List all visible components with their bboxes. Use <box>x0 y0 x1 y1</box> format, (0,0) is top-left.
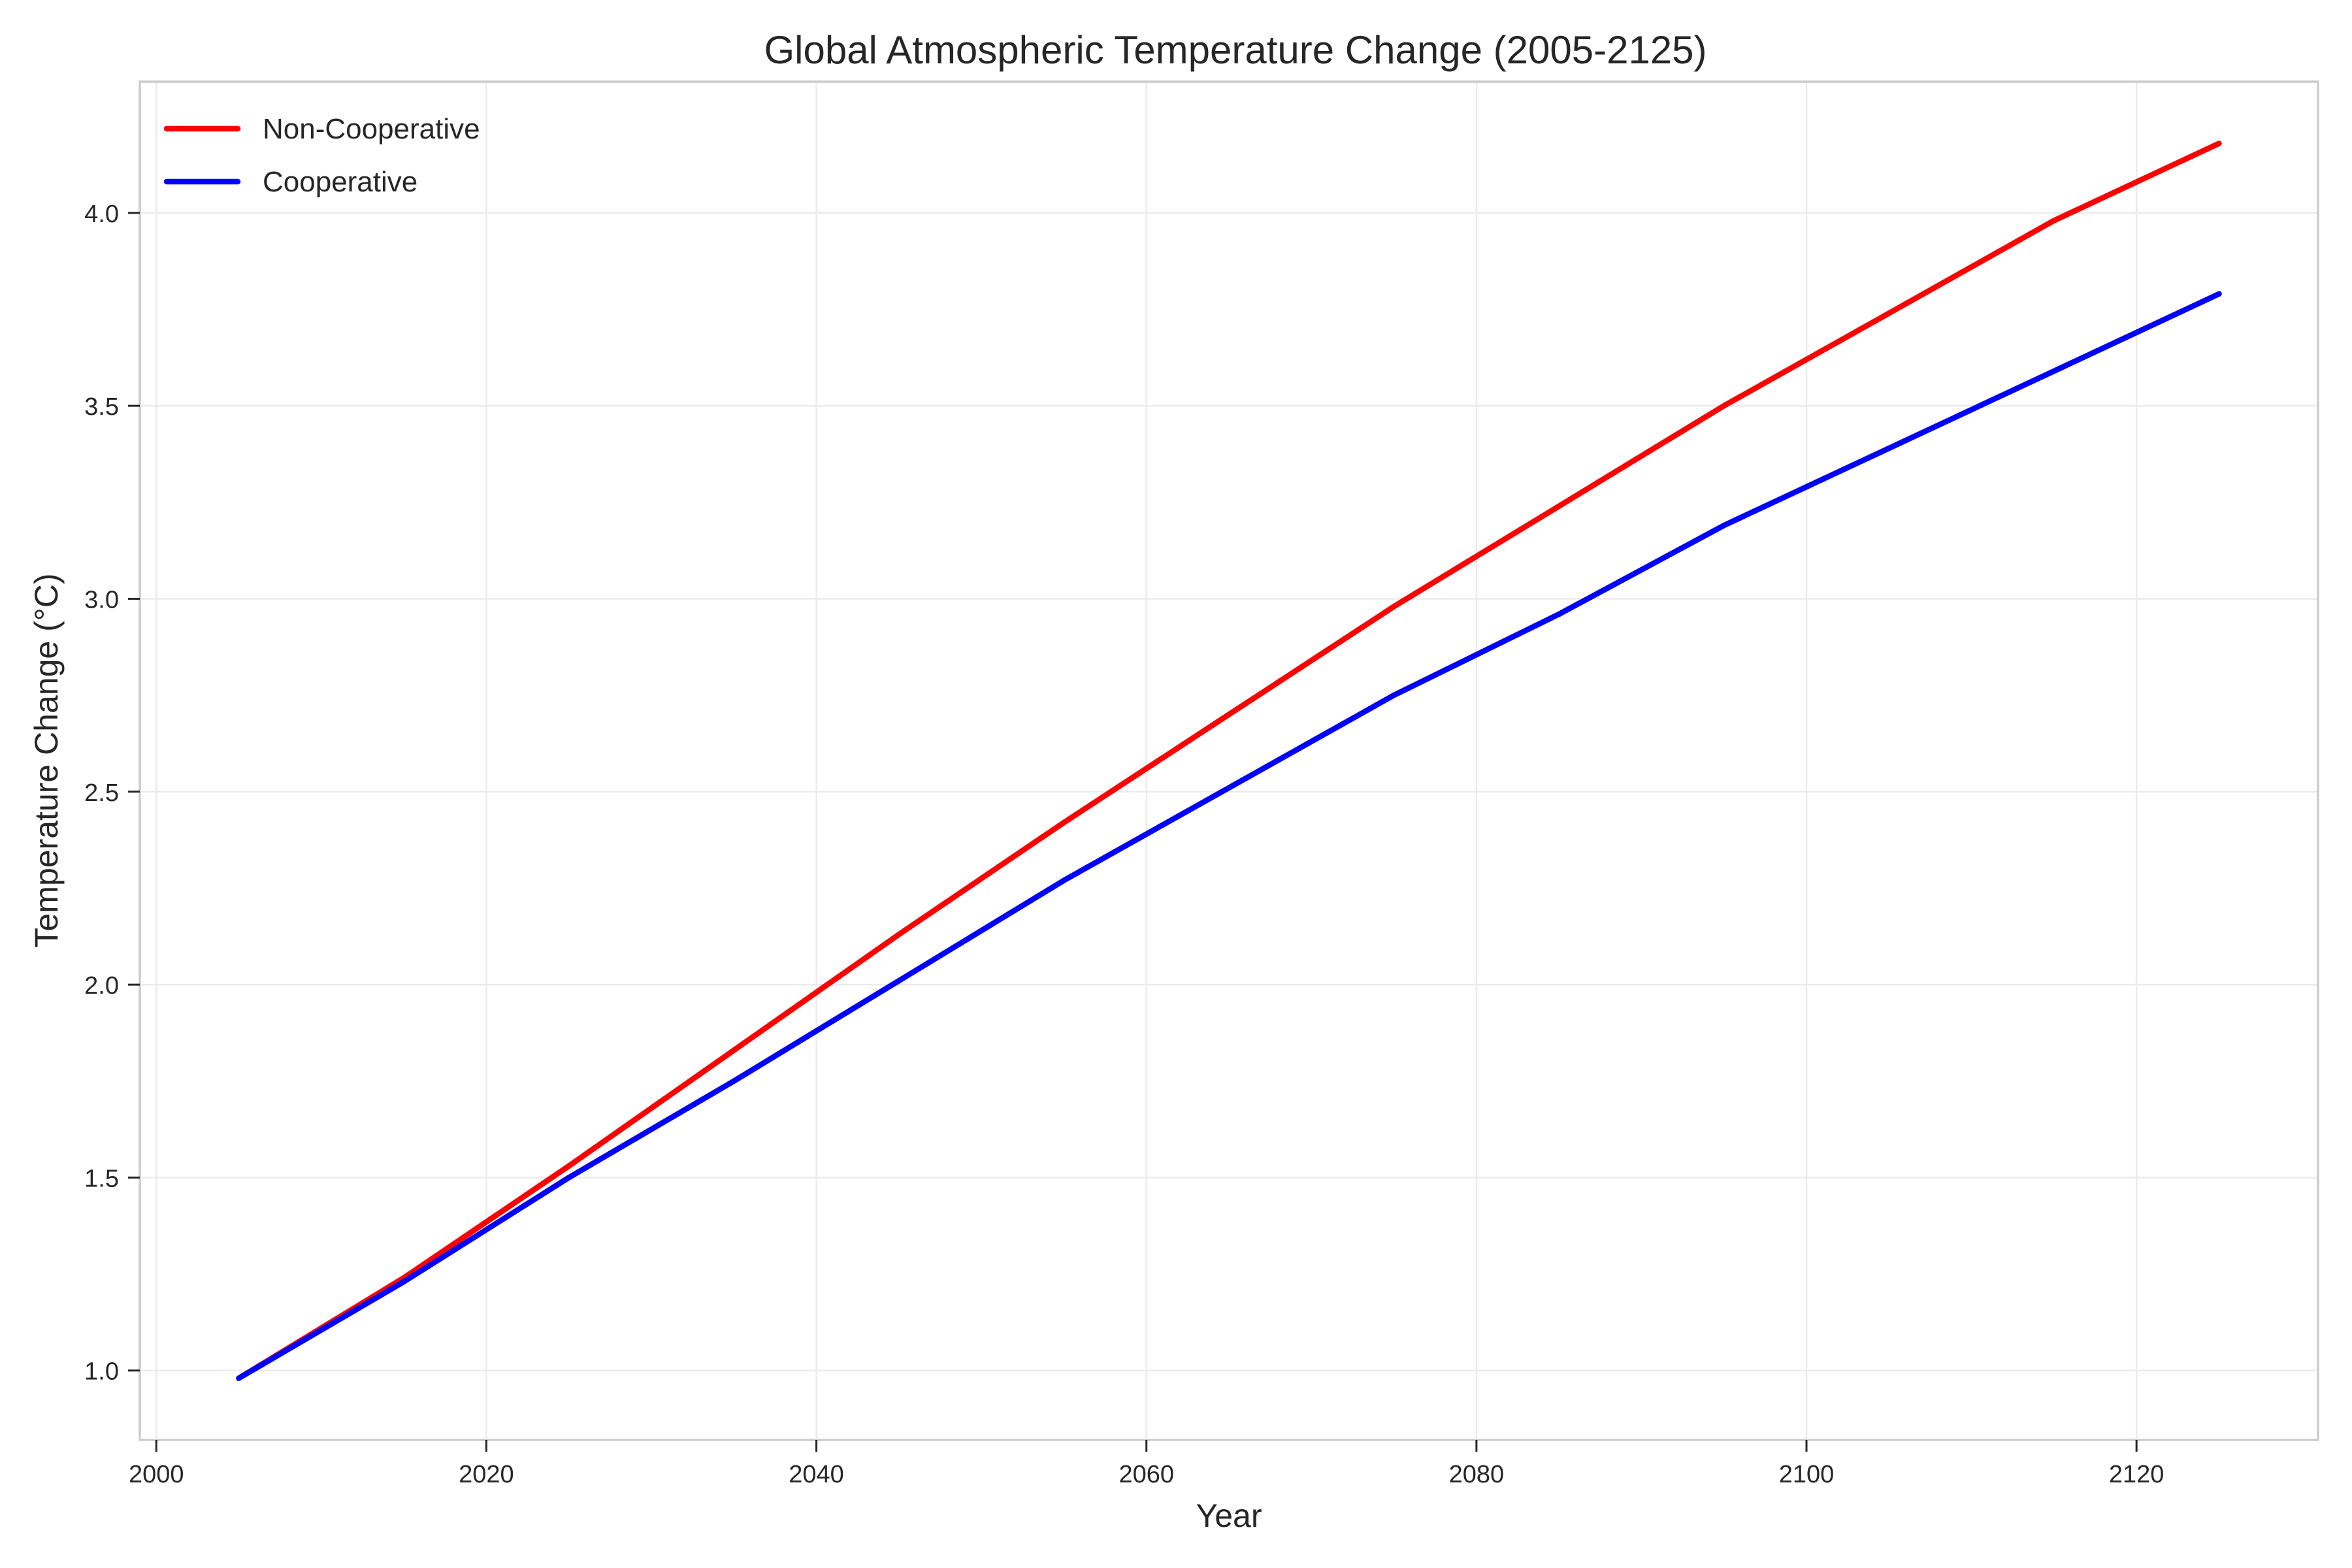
series-line-cooperative <box>236 291 2222 1381</box>
legend-item-non-cooperative: Non-Cooperative <box>163 113 480 145</box>
x-tick-label: 2100 <box>1779 1461 1835 1488</box>
x-tick-label: 2020 <box>459 1461 514 1488</box>
y-axis-label: Temperature Change (°C) <box>28 573 65 947</box>
x-tick-label: 2060 <box>1119 1461 1174 1488</box>
series-non-cooperative <box>236 140 2222 1381</box>
series-cooperative <box>236 291 2222 1381</box>
legend-item-cooperative: Cooperative <box>163 166 417 198</box>
legend-label: Cooperative <box>263 166 417 198</box>
x-axis-label: Year <box>1196 1497 1262 1534</box>
x-tick-label: 2000 <box>129 1461 184 1488</box>
x-tick-label: 2040 <box>789 1461 844 1488</box>
x-tick-label: 2080 <box>1449 1461 1505 1488</box>
axis-ticks: 2000 2020 2040 2060 2080 2100 2120 1.0 1.5 2.0 2.5… <box>84 201 2164 1488</box>
legend-label: Non-Cooperative <box>263 113 480 145</box>
legend: Non-Cooperative Cooperative <box>163 113 480 198</box>
y-tick-label: 3.0 <box>84 586 119 613</box>
y-tick-label: 3.5 <box>84 393 119 421</box>
y-tick-label: 1.0 <box>84 1358 119 1386</box>
series-lines <box>236 140 2222 1381</box>
chart-title: Global Atmospheric Temperature Change (2… <box>764 28 1707 72</box>
gridlines <box>140 82 2318 1440</box>
y-tick-label: 4.0 <box>84 201 119 228</box>
y-tick-label: 1.5 <box>84 1165 119 1192</box>
axes-frame <box>139 80 2319 1441</box>
y-tick-label: 2.0 <box>84 972 119 1000</box>
x-tick-label: 2120 <box>2109 1461 2164 1488</box>
series-line-non-cooperative <box>236 140 2222 1381</box>
y-tick-label: 2.5 <box>84 779 119 807</box>
